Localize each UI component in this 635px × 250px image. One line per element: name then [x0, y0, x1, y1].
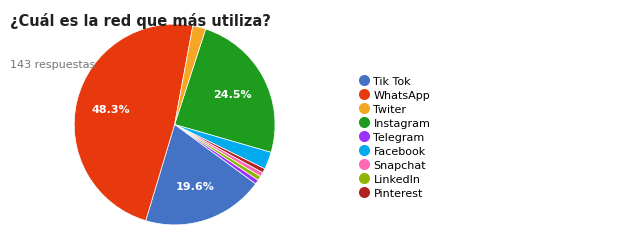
- Wedge shape: [175, 30, 275, 153]
- Wedge shape: [175, 125, 258, 184]
- Wedge shape: [74, 25, 193, 221]
- Wedge shape: [175, 125, 265, 173]
- Text: 143 respuestas: 143 respuestas: [10, 60, 95, 70]
- Text: 19.6%: 19.6%: [176, 182, 215, 192]
- Wedge shape: [175, 125, 263, 177]
- Wedge shape: [145, 125, 256, 225]
- Wedge shape: [175, 125, 260, 180]
- Wedge shape: [175, 27, 206, 125]
- Legend: Tik Tok, WhatsApp, Twiter, Instagram, Telegram, Facebook, Snapchat, LinkedIn, Pi: Tik Tok, WhatsApp, Twiter, Instagram, Te…: [361, 77, 431, 198]
- Text: ¿Cuál es la red que más utiliza?: ¿Cuál es la red que más utiliza?: [10, 12, 271, 28]
- Text: 24.5%: 24.5%: [213, 90, 251, 100]
- Text: 48.3%: 48.3%: [92, 105, 131, 115]
- Wedge shape: [175, 125, 271, 169]
